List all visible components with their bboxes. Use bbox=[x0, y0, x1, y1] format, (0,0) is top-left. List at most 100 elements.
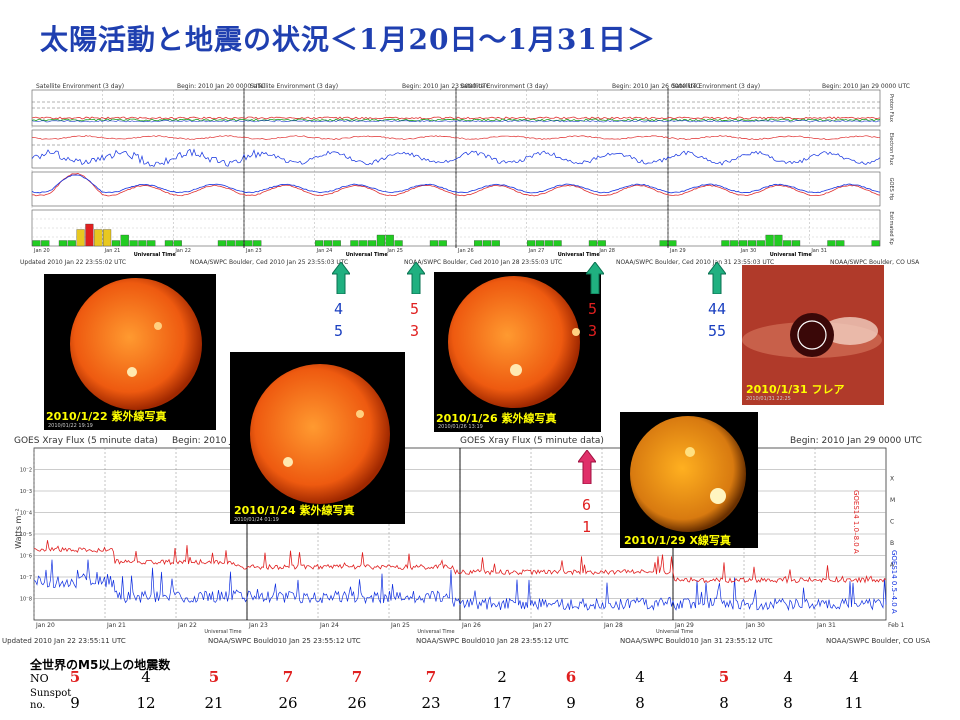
day-tick-label: Jan 25 bbox=[386, 248, 403, 254]
kp-bar bbox=[332, 240, 341, 247]
kp-bar bbox=[747, 240, 756, 247]
proton-series bbox=[31, 118, 881, 122]
kp-bar bbox=[315, 240, 324, 247]
kp-bar bbox=[173, 240, 182, 247]
xaxis-title: Universal Time bbox=[558, 252, 601, 258]
xray-footer: NOAA/SWPC Boulder, CO USA bbox=[826, 637, 931, 645]
xray-day-label: Jan 25 bbox=[390, 622, 410, 629]
kp-bar bbox=[730, 240, 739, 247]
sun-uv-photo-0124: 2010/1/24 紫外線写真 2010/01/24 01:19 bbox=[230, 352, 405, 524]
quake-count-cell: 4 bbox=[635, 668, 645, 686]
xray-class-label: A bbox=[890, 561, 895, 568]
kp-bar bbox=[544, 240, 553, 247]
kp-bar bbox=[323, 240, 332, 247]
panel-header: Begin: 2010 Jan 20 0000 UTC bbox=[177, 83, 265, 90]
hp-series bbox=[31, 173, 881, 197]
sunspot-count-cell: 8 bbox=[635, 694, 645, 712]
quake-magnitude: 6 1 bbox=[582, 496, 591, 536]
kp-bar bbox=[792, 240, 801, 247]
panel-header: Begin: 2010 Jan 29 0000 UTC bbox=[822, 83, 910, 90]
kp-bar bbox=[774, 234, 783, 247]
kp-bar bbox=[41, 240, 50, 247]
xaxis-title: Universal Time bbox=[770, 252, 813, 258]
kp-bar bbox=[120, 234, 129, 247]
day-tick-label: Jan 31 bbox=[810, 248, 827, 254]
kp-bar bbox=[226, 240, 235, 247]
xray-chart: 10⁻2 10⁻3 10⁻4 10⁻5 10⁻6 10⁻7 10⁻8 X M C B A Jan 20 J… bbox=[20, 447, 905, 635]
photo-stamp: 2010/01/31 22:25 bbox=[746, 396, 791, 402]
sunspot-count-cell: 9 bbox=[566, 694, 576, 712]
day-tick-label: Jan 28 bbox=[598, 248, 615, 254]
xray-day-label: Jan 29 bbox=[674, 622, 694, 629]
kp-bar bbox=[129, 240, 138, 247]
band-label: Proton Flux bbox=[888, 94, 894, 122]
kp-bar bbox=[253, 240, 262, 247]
xray-ytick: 10⁻8 bbox=[20, 597, 32, 603]
kp-bar bbox=[871, 240, 880, 247]
kp-bar bbox=[376, 234, 385, 247]
sunspot-count-cell: 11 bbox=[844, 694, 864, 712]
kp-bar bbox=[368, 240, 377, 247]
quake-count-cell: 2 bbox=[497, 668, 507, 686]
xray-day-label: Feb 1 bbox=[888, 622, 905, 629]
photo-stamp: 2010/01/22 19:19 bbox=[48, 423, 93, 429]
electron-series bbox=[31, 148, 881, 167]
proton-series bbox=[31, 120, 881, 123]
xray-ytick: 10⁻2 bbox=[20, 468, 32, 474]
kp-bar bbox=[32, 240, 41, 247]
kp-bar bbox=[58, 240, 67, 247]
kp-bar bbox=[765, 234, 774, 247]
magnitude-line: 5 bbox=[410, 300, 420, 318]
day-tick-label: Jan 29 bbox=[669, 248, 686, 254]
xray-footer: Updated 2010 Jan 22 23:55:11 UTC bbox=[2, 637, 126, 645]
xray-day-label: Jan 23 bbox=[248, 622, 268, 629]
magnitude-line: 6 bbox=[582, 496, 592, 514]
kp-bar bbox=[385, 234, 394, 247]
day-tick-label: Jan 23 bbox=[245, 248, 262, 254]
xray-class-label: C bbox=[890, 518, 894, 525]
xray-xaxis-title: Universal Time bbox=[204, 629, 241, 635]
sun-xray-photo-0129: 2010/1/29 X線写真 bbox=[620, 412, 758, 548]
xray-day-label: Jan 26 bbox=[461, 622, 481, 629]
xray-long-series bbox=[33, 540, 887, 584]
kp-bar bbox=[438, 240, 447, 247]
panel-header: Satellite Environment (3 day) bbox=[672, 83, 761, 90]
kp-bar bbox=[217, 240, 226, 247]
band-label: GOES Hp bbox=[888, 178, 894, 201]
panel-footer: Updated 2010 Jan 22 23:55:02 UTC bbox=[20, 259, 127, 266]
xray-xaxis-title: Universal Time bbox=[656, 629, 693, 635]
panel-footer: NOAA/SWPC Boulder, CO USA bbox=[830, 259, 920, 266]
day-tick-label: Jan 22 bbox=[174, 248, 191, 254]
photo-caption: 2010/1/26 紫外線写真 bbox=[436, 412, 557, 425]
day-tick-label: Jan 27 bbox=[528, 248, 545, 254]
photo-caption: 2010/1/29 X線写真 bbox=[624, 534, 731, 547]
photo-stamp: 2010/01/24 01:19 bbox=[234, 517, 279, 523]
xray-ytick: 10⁻6 bbox=[20, 554, 32, 560]
sunspot-count-cell: 12 bbox=[136, 694, 156, 712]
kp-bar bbox=[103, 229, 112, 247]
xray-flux-panel: GOES Xray Flux (5 minute data) Begin: 20… bbox=[2, 432, 930, 652]
magnitude-line: 3 bbox=[588, 322, 598, 340]
row-label-no: NO bbox=[30, 672, 49, 685]
sunspot-count-cell: 17 bbox=[492, 694, 512, 712]
kp-bar bbox=[67, 240, 76, 247]
satellite-environment-panel: Satellite Environment (3 day) Begin: 201… bbox=[12, 80, 919, 268]
magnitude-line: 44 bbox=[708, 300, 727, 318]
lasco-flare-photo-0131: 2010/1/31 フレア 2010/01/31 22:25 bbox=[742, 265, 884, 405]
kp-bar bbox=[94, 229, 103, 247]
day-tick-label: Jan 20 bbox=[33, 248, 50, 254]
kp-bar bbox=[721, 240, 730, 247]
magnitude-line: 5 bbox=[334, 322, 344, 340]
panel-header: Satellite Environment (3 day) bbox=[250, 83, 339, 90]
xray-header: Begin: 2010 Jan 29 0000 UTC bbox=[790, 436, 922, 446]
row-label-sunspot: Sunspot no. bbox=[30, 688, 72, 711]
xray-ytick: 10⁻3 bbox=[20, 489, 32, 495]
kp-bar bbox=[164, 240, 173, 247]
kp-bar bbox=[138, 240, 147, 247]
magnitude-line: 5 bbox=[588, 300, 598, 318]
day-tick-label: Jan 30 bbox=[740, 248, 757, 254]
panel-header: Begin: 2010 Jan 23 0000 UTC bbox=[402, 83, 490, 90]
hp-series bbox=[31, 174, 881, 194]
panel-footer: NOAA/SWPC Boulder, Ced 2010 Jan 31 23:55… bbox=[616, 259, 775, 266]
kp-bar bbox=[429, 240, 438, 247]
